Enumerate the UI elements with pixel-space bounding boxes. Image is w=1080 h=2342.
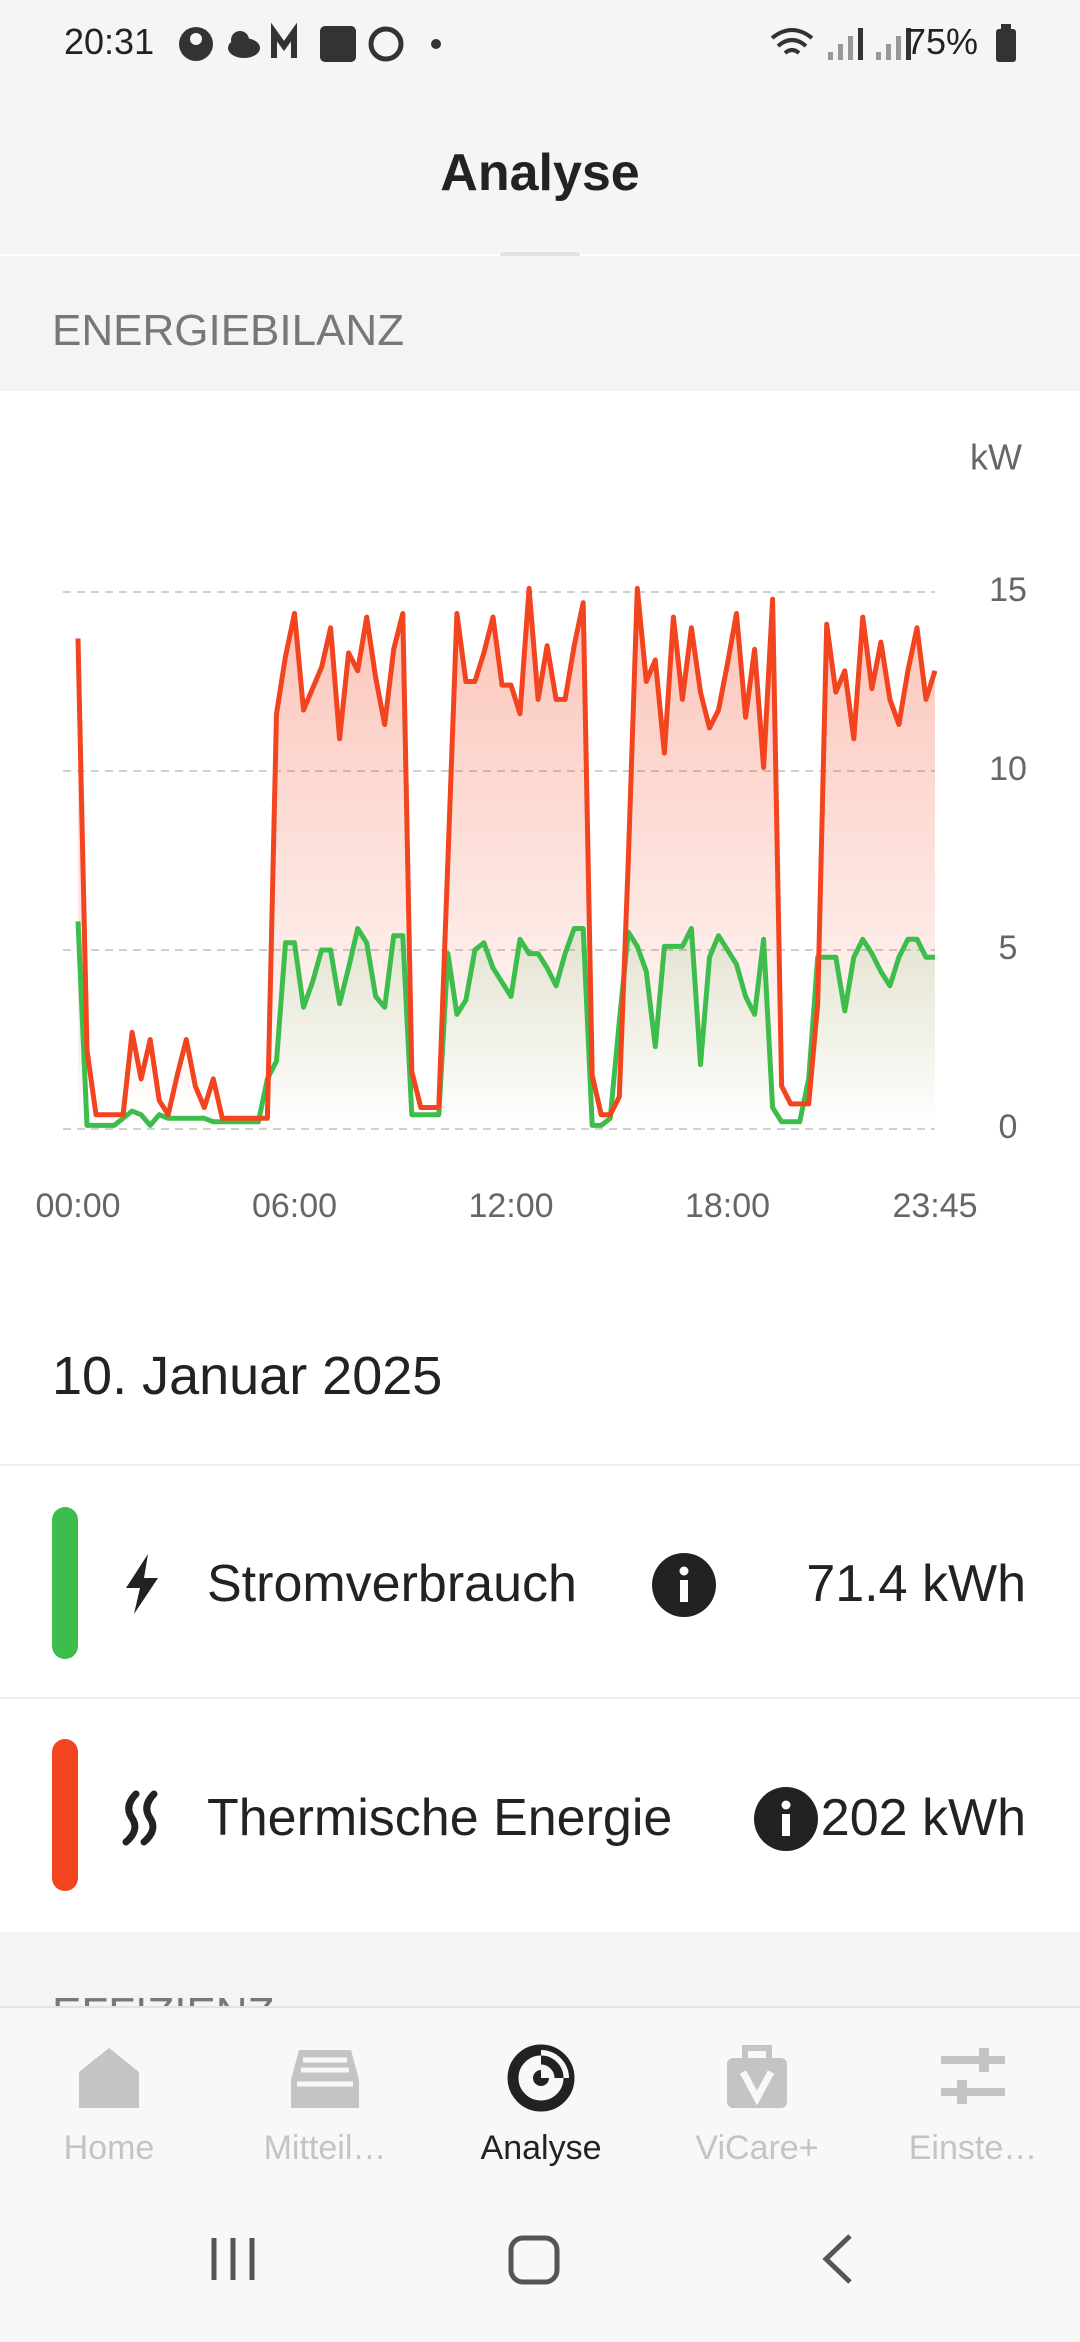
x-tick-label: 23:45 bbox=[892, 1187, 977, 1225]
nav-item[interactable]: Home bbox=[1, 2036, 217, 2186]
status-time: 20:31 bbox=[64, 21, 155, 62]
nav-item[interactable]: Einste… bbox=[865, 2036, 1080, 2186]
battery-icon bbox=[996, 24, 1016, 62]
section-title: ENERGIEBILANZ bbox=[52, 306, 405, 355]
nav-item[interactable]: Mitteil… bbox=[217, 2036, 433, 2186]
section-band bbox=[0, 1932, 1080, 2012]
nav-label: Einste… bbox=[908, 2129, 1038, 2167]
series-color-bar bbox=[52, 1507, 78, 1659]
nav-label: Home bbox=[63, 2129, 155, 2167]
heat-icon bbox=[122, 1790, 158, 1846]
info-icon[interactable] bbox=[752, 1785, 820, 1853]
x-tick-label: 18:00 bbox=[685, 1187, 770, 1225]
y-unit: kW bbox=[970, 437, 1022, 478]
date: 10. Januar 2025 bbox=[52, 1346, 443, 1406]
x-tick-label: 06:00 bbox=[252, 1187, 337, 1225]
nav-icon bbox=[291, 2050, 359, 2108]
status-battery: 75% bbox=[906, 21, 979, 62]
legend-label: Stromverbrauch bbox=[207, 1555, 577, 1613]
nav-icon bbox=[941, 2048, 1005, 2104]
system-nav bbox=[211, 2234, 852, 2285]
x-tick-label: 00:00 bbox=[35, 1187, 120, 1225]
nav-label: Analyse bbox=[480, 2129, 602, 2167]
y-tick-label: 10 bbox=[989, 750, 1027, 788]
y-tick-label: 0 bbox=[999, 1108, 1018, 1146]
page-title: Analyse bbox=[440, 144, 640, 202]
nav-icon bbox=[79, 2048, 139, 2108]
section-band bbox=[0, 256, 1080, 391]
nav-label: Mitteil… bbox=[263, 2129, 387, 2167]
nav-icon bbox=[507, 2044, 575, 2112]
series-color-bar bbox=[52, 1739, 78, 1891]
y-tick-label: 5 bbox=[999, 929, 1018, 967]
divider bbox=[0, 1697, 1080, 1699]
x-tick-label: 12:00 bbox=[468, 1187, 553, 1225]
power-icon bbox=[126, 1554, 158, 1614]
line bbox=[75, 921, 935, 1128]
header-shadow bbox=[500, 252, 580, 258]
chart: kW 0 5 10 15 00:00 06:00 12:00 18:00 23:45 bbox=[35, 437, 1027, 1225]
nav-icon bbox=[727, 2045, 787, 2108]
divider bbox=[0, 1464, 1080, 1466]
nav-item[interactable]: ViCare+ bbox=[649, 2036, 865, 2186]
line bbox=[75, 585, 938, 1121]
total-value: 71.4 kWh bbox=[806, 1555, 1026, 1613]
area bbox=[78, 921, 935, 1129]
bottom-navigation bbox=[0, 2006, 1080, 2342]
legend-label: Thermische Energie bbox=[207, 1789, 673, 1847]
status-icons bbox=[179, 22, 441, 62]
y-tick-label: 15 bbox=[989, 571, 1027, 609]
total-value: 202 kWh bbox=[820, 1789, 1026, 1847]
status-connectivity bbox=[770, 28, 911, 60]
nav-item[interactable]: Analyse bbox=[433, 2036, 649, 2186]
info-icon[interactable] bbox=[650, 1551, 718, 1619]
nav-label: ViCare+ bbox=[695, 2129, 819, 2167]
